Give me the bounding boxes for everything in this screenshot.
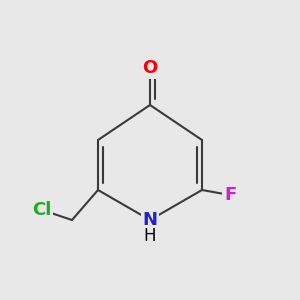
Text: Cl: Cl bbox=[32, 201, 52, 219]
Text: N: N bbox=[142, 211, 158, 229]
Text: O: O bbox=[142, 59, 158, 77]
Text: H: H bbox=[144, 227, 156, 245]
Text: F: F bbox=[224, 186, 236, 204]
